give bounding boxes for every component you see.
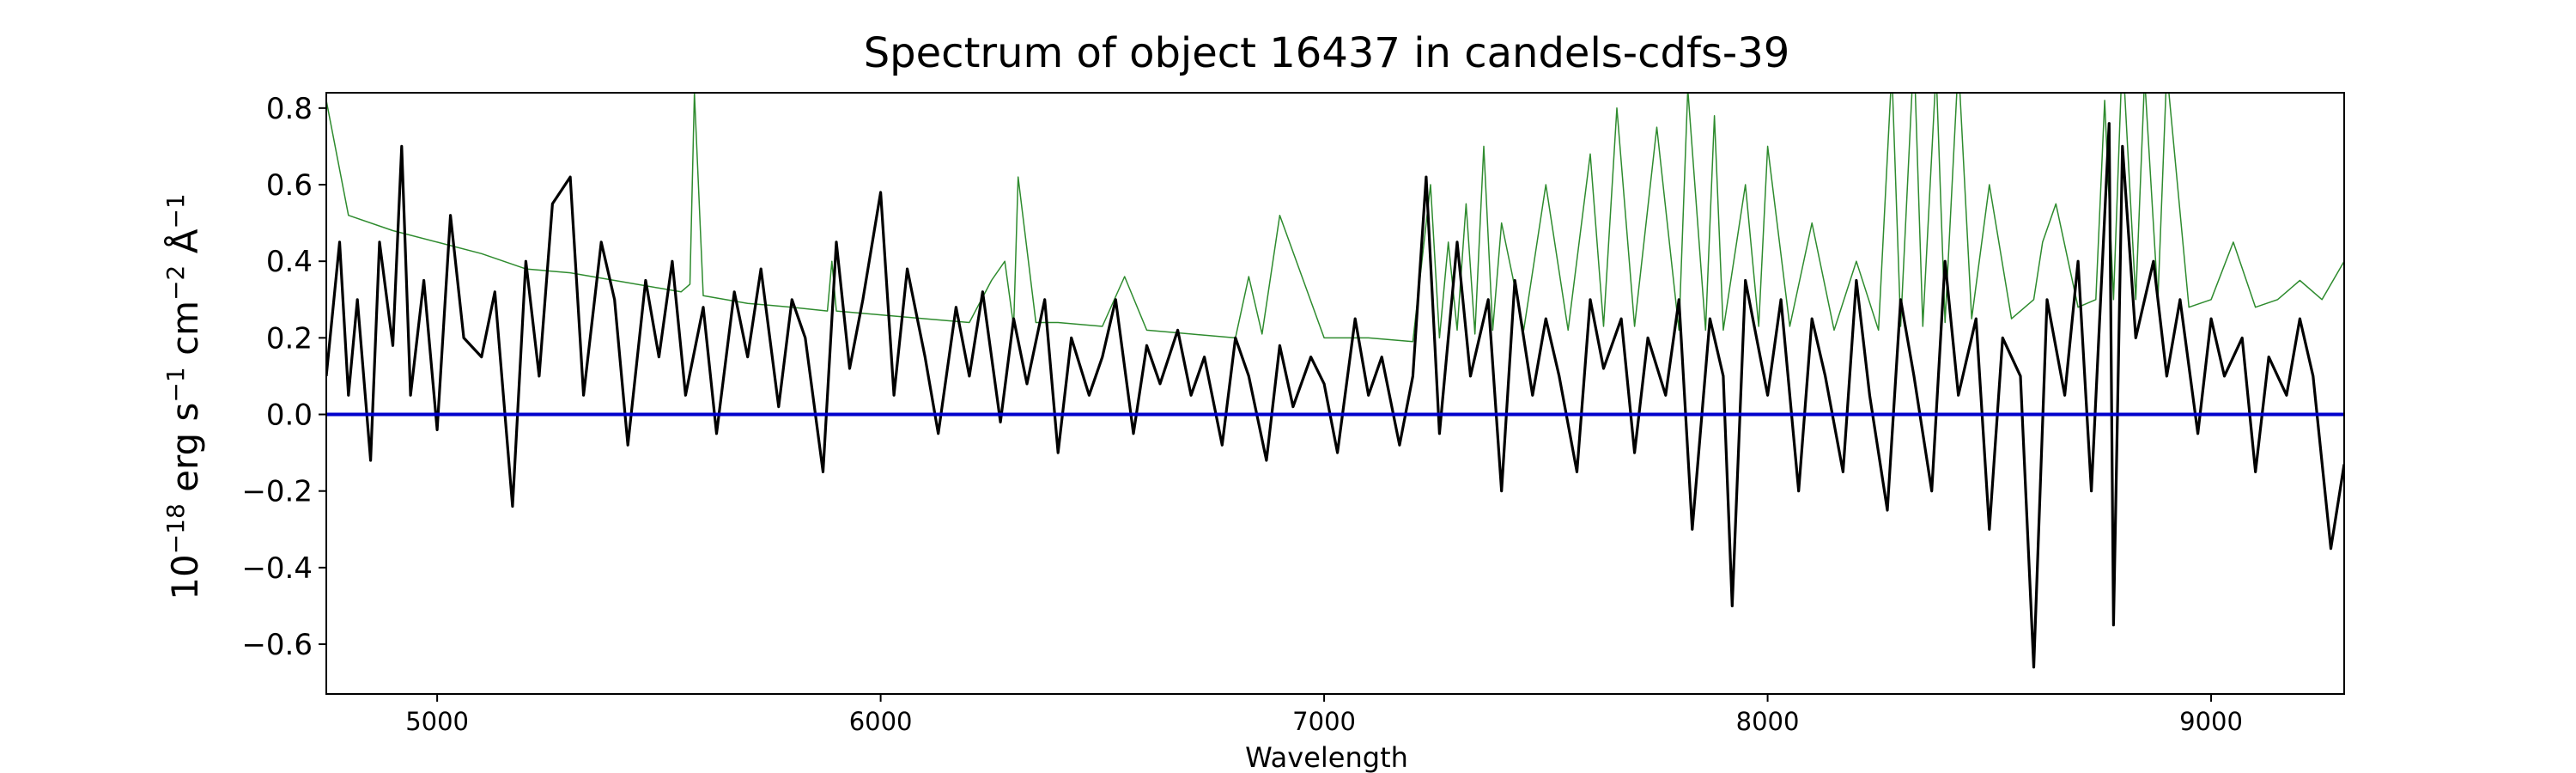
x-tick-label: 5000	[405, 707, 469, 736]
x-tick-label: 6000	[849, 707, 913, 736]
plot-area: 5000 6000 7000 8000 9000 −0.6 −0.4 −0.2 0.0 0.2 0.…	[241, 92, 2345, 736]
y-tick-label: −0.6	[241, 628, 313, 662]
y-tick-label: 0.8	[266, 92, 313, 126]
y-tick-label: 0.4	[266, 245, 313, 279]
y-label-text: Å	[163, 228, 206, 265]
y-axis-label: 10−18 erg s−1 cm−2 Å−1	[161, 193, 206, 600]
series-line-flux	[326, 122, 2344, 669]
x-axis-label: Wavelength	[1245, 741, 1408, 773]
y-label-superscript: −18	[161, 503, 190, 554]
plot-frame	[325, 92, 2345, 695]
y-label-text: erg s	[164, 403, 206, 504]
y-tick-label: −0.2	[241, 475, 313, 509]
y-label-superscript: −1	[161, 367, 190, 402]
y-label-superscript: −1	[161, 193, 190, 228]
y-tick-label: 0.2	[266, 321, 313, 356]
y-label-superscript: −2	[161, 265, 190, 301]
chart-title: Spectrum of object 16437 in candels-cdfs…	[864, 29, 1790, 77]
y-label-text: cm	[164, 301, 206, 367]
y-tick-label: −0.4	[241, 551, 313, 586]
y-label-text: 10	[164, 554, 206, 600]
y-tick-label: 0.6	[266, 168, 313, 203]
x-tick-label: 9000	[2179, 707, 2243, 736]
y-tick-label: 0.0	[266, 399, 313, 433]
x-tick-label: 8000	[1736, 707, 1800, 736]
x-tick-label: 7000	[1292, 707, 1356, 736]
